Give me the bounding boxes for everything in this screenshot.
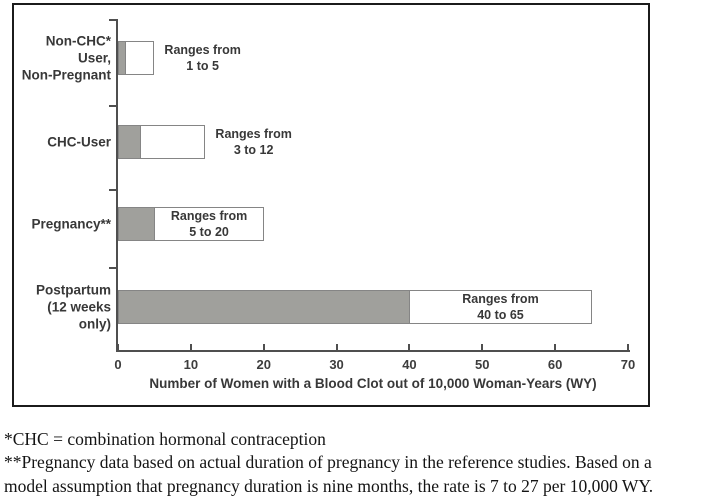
bar-range-annotation: Ranges from 3 to 12: [215, 127, 292, 157]
footnote-line-3: model assumption that pregnancy duration…: [4, 475, 654, 496]
x-axis-tick-mark: [627, 344, 629, 350]
x-axis-tick-mark: [481, 344, 484, 350]
bar-range-annotation: Ranges from 1 to 5: [164, 43, 241, 73]
x-axis-tick-mark: [189, 344, 192, 350]
x-axis-tick-label: 70: [620, 357, 636, 372]
x-axis-tick-label: 50: [475, 357, 490, 372]
bar-lower-segment: [118, 125, 141, 159]
x-axis-tick-label: 20: [256, 357, 271, 372]
x-axis-tick-label: 10: [183, 357, 199, 372]
x-axis-tick-mark: [117, 344, 119, 350]
category-label: CHC-User: [47, 134, 111, 150]
chart-frame: Number of Women with a Blood Clot out of…: [12, 3, 650, 407]
x-axis-tick-label: 0: [114, 357, 122, 372]
bar-range-segment: [139, 125, 206, 159]
bar-range-segment: [154, 207, 264, 241]
bar-lower-segment: [118, 290, 411, 324]
footnote-chc-definition: *CHC = combination hormonal contraceptio…: [4, 428, 720, 452]
x-axis-tick-mark: [262, 344, 265, 350]
y-axis-tick-mark: [109, 19, 117, 21]
bar-range-annotation: Ranges from 5 to 20: [170, 209, 248, 239]
plot-area: Number of Women with a Blood Clot out of…: [14, 5, 648, 405]
footnote-pregnancy-note: **Pregnancy data based on actual duratio…: [4, 451, 720, 497]
x-axis-tick-label: 30: [329, 357, 344, 372]
y-axis-tick-mark: [109, 267, 117, 269]
bar-lower-segment: [118, 207, 156, 241]
category-label: Pregnancy**: [31, 216, 111, 232]
x-axis-tick-label: 60: [547, 357, 563, 372]
x-axis-line: [116, 350, 630, 352]
x-axis-title: Number of Women with a Blood Clot out of…: [149, 376, 597, 391]
bar-range-annotation: Ranges from 40 to 65: [462, 292, 539, 322]
footnote-line-1: *CHC = combination hormonal contraceptio…: [4, 429, 326, 449]
y-axis-line: [116, 19, 118, 352]
y-axis-tick-mark: [109, 105, 117, 107]
x-axis-tick-mark: [335, 344, 338, 350]
footnote-line-2: **Pregnancy data based on actual duratio…: [4, 452, 652, 472]
category-label: Postpartum (12 weeks only): [35, 282, 111, 332]
bar-range-segment: [409, 290, 592, 324]
category-label: Non-CHC* User, Non-Pregnant: [21, 33, 111, 83]
x-axis-tick-mark: [408, 344, 411, 350]
bar-range-segment: [125, 41, 155, 75]
x-axis-tick-mark: [554, 344, 557, 350]
y-axis-tick-mark: [109, 189, 117, 191]
x-axis-tick-label: 40: [402, 357, 417, 372]
